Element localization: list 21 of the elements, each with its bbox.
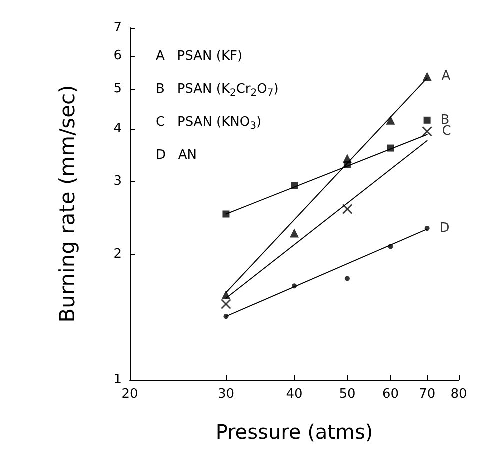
x-tick-label: 30 <box>218 387 234 402</box>
x-tick-label: 20 <box>122 387 138 402</box>
series-label: C <box>442 124 452 140</box>
y-tick-label: 7 <box>114 20 122 36</box>
y-tick-label: 4 <box>114 122 122 137</box>
y-tick-label: 1 <box>114 372 122 388</box>
y-tick-label: 5 <box>114 81 122 96</box>
x-tick-label: 70 <box>419 387 436 402</box>
annotation: D AN <box>156 148 198 163</box>
x-axis-title: Pressure (atms) <box>216 420 374 444</box>
x-tick-label: 40 <box>286 387 303 402</box>
y-tick-label: 6 <box>114 48 122 64</box>
series-label: A <box>442 69 451 84</box>
x-tick-label: 60 <box>382 387 399 402</box>
series-label: D <box>440 221 450 236</box>
annotation: A PSAN (KF) <box>156 49 243 64</box>
y-tick-label: 3 <box>114 174 122 189</box>
x-tick-label: 80 <box>450 387 468 402</box>
y-axis-title: Burning rate (mm/sec) <box>56 85 80 323</box>
x-tick-label: 50 <box>339 387 356 402</box>
y-tick-label: 2 <box>114 247 122 262</box>
